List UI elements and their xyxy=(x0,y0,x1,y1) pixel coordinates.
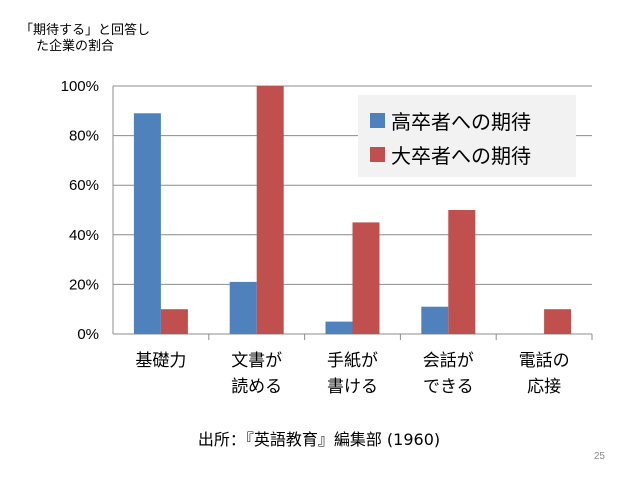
y-tick-label: 60% xyxy=(69,177,99,194)
y-axis-label-line-2: た企業の割合 xyxy=(36,39,115,54)
page-number: 25 xyxy=(593,451,605,462)
y-tick-label: 20% xyxy=(69,276,99,293)
x-category-label: 読める xyxy=(231,377,282,397)
legend-item-university: 大卒者への期待 xyxy=(370,139,531,169)
bar xyxy=(160,309,188,334)
y-tick-label: 100% xyxy=(61,78,99,95)
x-category-label: 電話の xyxy=(519,351,570,371)
x-category-label: 文書が xyxy=(231,351,282,371)
legend-label-university: 大卒者への期待 xyxy=(391,143,531,168)
x-category-label: 手紙が xyxy=(327,351,378,371)
legend-swatch-high-school xyxy=(370,112,385,128)
bar xyxy=(448,210,476,334)
y-tick-label: 0% xyxy=(77,326,99,343)
bar xyxy=(325,321,353,334)
bar xyxy=(256,86,284,334)
bar xyxy=(544,309,572,334)
source-citation: 出所：『英語教育』編集部 (1960) xyxy=(197,430,441,449)
legend-label-high-school: 高卒者への期待 xyxy=(391,109,531,134)
x-category-label: 書ける xyxy=(327,377,378,397)
legend-item-high-school: 高卒者への期待 xyxy=(370,105,531,135)
legend-swatch-university xyxy=(370,146,385,162)
bar xyxy=(133,113,161,334)
y-tick-label: 40% xyxy=(69,227,99,244)
x-category-label: 応接 xyxy=(527,377,561,397)
x-category-label: 基礎力 xyxy=(135,351,186,371)
bar xyxy=(421,306,449,334)
x-category-label: 会話が xyxy=(423,351,474,371)
y-axis-label-line-1: 「期待する」と回答し xyxy=(20,23,151,38)
x-category-label: できる xyxy=(423,377,474,397)
bar xyxy=(352,222,380,334)
bar xyxy=(229,281,257,334)
y-tick-label: 80% xyxy=(69,128,99,145)
legend: 高卒者への期待 大卒者への期待 xyxy=(358,95,576,177)
